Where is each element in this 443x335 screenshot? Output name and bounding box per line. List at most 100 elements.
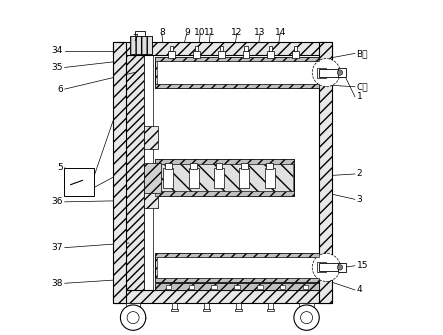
Bar <box>165 162 172 169</box>
Bar <box>126 55 319 290</box>
Text: C部: C部 <box>357 82 368 91</box>
Bar <box>202 309 210 311</box>
Circle shape <box>337 265 342 270</box>
Bar <box>189 168 199 188</box>
Text: 4: 4 <box>357 285 362 294</box>
Text: 15: 15 <box>357 261 368 270</box>
Text: 14: 14 <box>275 28 286 37</box>
Bar <box>190 162 197 169</box>
Bar <box>189 285 194 288</box>
Bar <box>245 46 248 51</box>
Text: 12: 12 <box>231 28 242 37</box>
Bar <box>130 36 152 54</box>
Bar <box>319 43 332 303</box>
Bar <box>155 278 319 282</box>
Bar <box>299 303 314 307</box>
Bar <box>113 290 332 303</box>
Bar <box>155 253 319 282</box>
Bar <box>269 46 272 51</box>
Text: 36: 36 <box>51 197 63 206</box>
Bar <box>239 168 249 188</box>
Bar <box>172 303 177 310</box>
Bar <box>338 263 346 272</box>
Bar <box>113 43 126 303</box>
Bar <box>319 263 342 271</box>
Bar <box>234 285 240 288</box>
Bar <box>155 253 319 257</box>
Bar <box>326 265 330 270</box>
Text: 9: 9 <box>184 28 190 37</box>
Bar <box>193 51 200 58</box>
Bar <box>64 168 94 196</box>
Text: 6: 6 <box>57 85 63 93</box>
Bar <box>170 46 174 51</box>
Bar <box>157 257 317 278</box>
Bar <box>303 285 308 288</box>
Text: 35: 35 <box>51 63 63 72</box>
Bar <box>241 162 248 169</box>
Bar <box>292 51 299 58</box>
Bar <box>216 162 222 169</box>
Bar <box>166 285 171 288</box>
Bar <box>319 69 342 77</box>
Bar <box>155 283 319 290</box>
Bar <box>220 46 223 51</box>
Text: 3: 3 <box>357 195 362 204</box>
Bar <box>155 57 319 61</box>
Bar <box>338 68 346 77</box>
Bar <box>267 309 274 311</box>
Bar <box>317 68 326 78</box>
Bar <box>268 51 274 58</box>
Bar <box>155 159 294 164</box>
Text: 11: 11 <box>204 28 216 37</box>
Bar <box>157 164 293 191</box>
Bar <box>135 30 145 36</box>
Bar <box>126 303 140 307</box>
Circle shape <box>300 312 313 324</box>
Circle shape <box>312 59 340 87</box>
Bar <box>144 189 158 208</box>
Bar <box>144 55 153 290</box>
Bar <box>126 55 144 290</box>
Bar <box>155 191 294 196</box>
Bar <box>294 46 297 51</box>
Text: 1: 1 <box>357 92 362 101</box>
Text: 38: 38 <box>51 279 63 288</box>
Bar <box>155 84 319 88</box>
Bar <box>218 51 225 58</box>
Bar <box>168 51 175 58</box>
Text: 8: 8 <box>159 28 165 37</box>
Bar <box>144 126 158 149</box>
Bar <box>326 70 330 75</box>
Bar <box>195 46 198 51</box>
Bar <box>113 43 332 55</box>
Bar <box>266 162 273 169</box>
Bar <box>236 303 241 310</box>
Text: 37: 37 <box>51 243 63 252</box>
Circle shape <box>127 312 139 324</box>
Bar <box>214 168 224 188</box>
Bar <box>155 57 319 88</box>
Bar <box>144 162 161 193</box>
Circle shape <box>312 253 340 281</box>
Bar <box>211 285 217 288</box>
Text: 7: 7 <box>132 34 138 43</box>
Bar <box>280 285 285 288</box>
Bar <box>155 159 294 196</box>
Bar <box>131 42 147 51</box>
Bar <box>204 303 209 310</box>
Bar <box>157 61 317 84</box>
Bar <box>243 51 249 58</box>
Text: 13: 13 <box>254 28 266 37</box>
Text: 10: 10 <box>194 28 206 37</box>
Text: 2: 2 <box>357 170 362 179</box>
Circle shape <box>294 305 319 330</box>
Text: 34: 34 <box>52 46 63 55</box>
Bar <box>235 309 242 311</box>
Bar <box>265 168 275 188</box>
Bar <box>317 262 326 272</box>
Bar <box>163 168 174 188</box>
Bar <box>257 285 263 288</box>
Circle shape <box>337 70 342 75</box>
Text: 5: 5 <box>57 163 63 172</box>
